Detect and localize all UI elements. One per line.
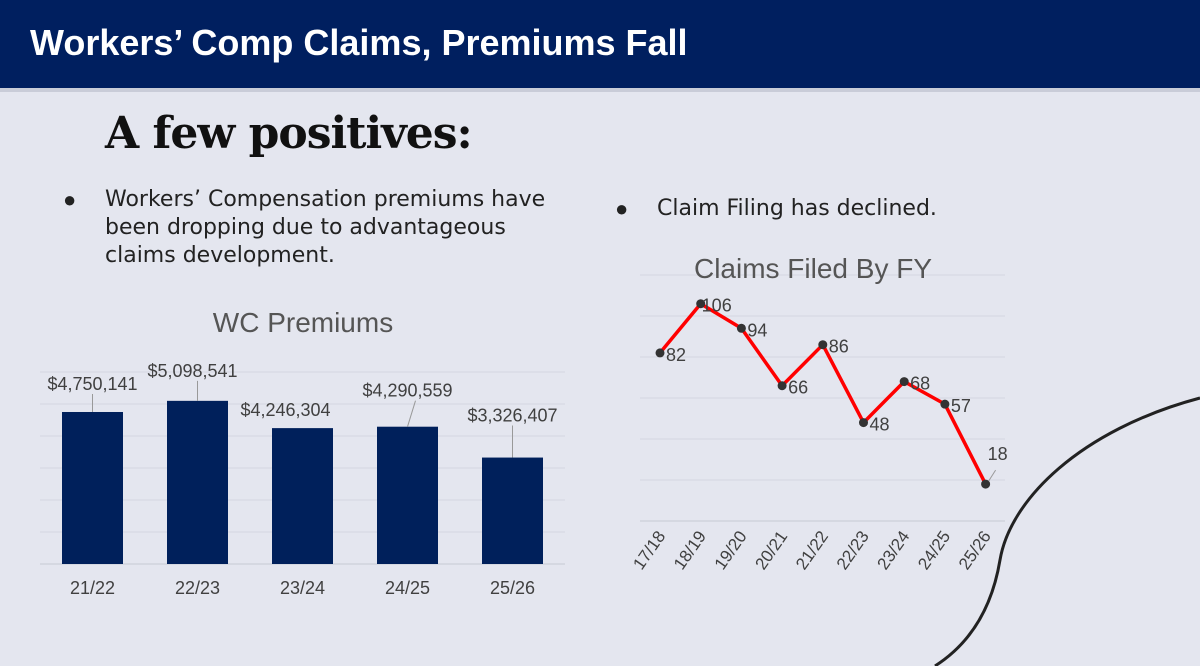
data-label-leader <box>988 469 997 482</box>
chart-title: Claims Filed By FY <box>694 253 932 284</box>
claims-filed-chart: 82 106 94 66 86 48 68 57 18 17/18 18/19 19/20 20/21… <box>629 253 1008 573</box>
wc-premiums-chart: $4,750,141 $5,098,541$4,246,304 $4,290,559… <box>40 307 565 598</box>
x-tick-label: 24/25 <box>385 578 430 598</box>
slide-heading: A few positives: <box>105 108 473 159</box>
data-label: $5,098,541 <box>147 361 237 381</box>
data-label: $4,246,304 <box>240 400 330 420</box>
x-tick-label: 23/24 <box>874 527 914 573</box>
bar <box>482 457 543 564</box>
data-label: 106 <box>702 296 732 316</box>
x-tick-label: 20/21 <box>751 527 791 573</box>
data-label: 66 <box>788 378 808 398</box>
bar <box>272 428 333 564</box>
data-point <box>818 340 828 350</box>
data-label: 18 <box>988 444 1008 464</box>
title-bar: Workers’ Comp Claims, Premiums Fall <box>0 0 1200 88</box>
decorative-arc <box>934 396 1200 666</box>
x-tick-label: 19/20 <box>711 527 751 573</box>
x-tick-label: 25/26 <box>490 578 535 598</box>
data-point <box>777 381 787 391</box>
data-point <box>981 479 991 489</box>
bar <box>377 426 438 564</box>
data-point <box>655 348 665 358</box>
x-tick-label: 25/26 <box>955 527 995 573</box>
data-label: $3,326,407 <box>467 406 557 426</box>
x-tick-label: 17/18 <box>629 527 669 573</box>
data-label: 68 <box>910 374 930 394</box>
bar <box>167 400 228 564</box>
x-tick-label: 21/22 <box>792 527 832 573</box>
data-point <box>859 418 868 428</box>
data-label: $4,290,559 <box>362 381 452 401</box>
bullet-premiums: Workers’ Compensation premiums have been… <box>105 187 546 268</box>
data-label: 94 <box>747 320 767 340</box>
data-point <box>696 299 706 309</box>
data-label: $4,750,141 <box>47 374 137 394</box>
bullet-claims: Claim Filing has declined. <box>657 196 937 221</box>
data-label-leader <box>407 400 416 427</box>
title-divider <box>0 88 1200 92</box>
bullet-dot-icon: ● <box>615 196 629 221</box>
x-tick-label: 18/19 <box>670 527 710 573</box>
x-tick-label: 21/22 <box>70 578 115 598</box>
data-label: 82 <box>666 345 686 365</box>
data-point <box>736 323 746 333</box>
slide-title: Workers’ Comp Claims, Premiums Fall <box>30 22 688 63</box>
bullet-dot-icon: ● <box>63 187 77 212</box>
x-tick-label: 22/23 <box>175 578 220 598</box>
data-label: 48 <box>869 415 889 435</box>
data-point <box>899 377 909 387</box>
bar <box>62 411 123 564</box>
x-tick-label: 23/24 <box>280 578 325 598</box>
series-line <box>658 301 988 485</box>
x-tick-label: 24/25 <box>914 527 954 573</box>
x-tick-label: 22/23 <box>833 527 873 573</box>
chart-title: WC Premiums <box>213 307 393 338</box>
data-label: 86 <box>829 337 849 357</box>
data-label: 57 <box>951 396 971 416</box>
data-point <box>940 399 950 409</box>
